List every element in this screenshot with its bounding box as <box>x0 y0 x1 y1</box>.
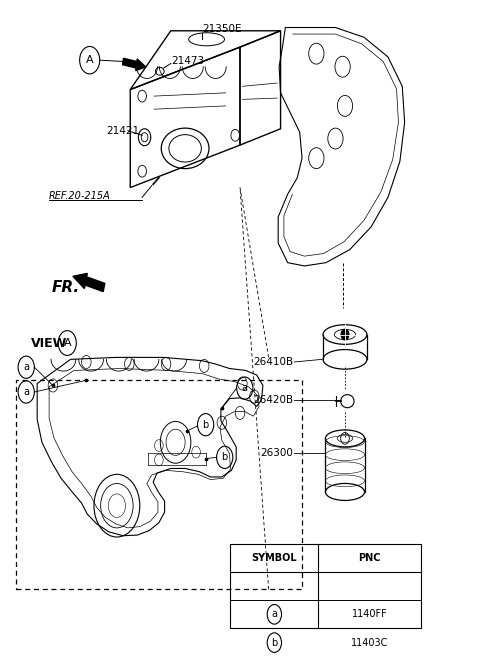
Text: a: a <box>271 609 277 619</box>
Text: FR.: FR. <box>51 280 80 295</box>
FancyArrow shape <box>123 58 146 71</box>
FancyArrow shape <box>73 274 105 292</box>
Text: 26420B: 26420B <box>253 395 293 405</box>
Text: a: a <box>23 387 29 397</box>
Text: PNC: PNC <box>359 553 381 563</box>
Text: 11403C: 11403C <box>351 638 388 647</box>
Text: b: b <box>222 453 228 462</box>
Text: 26410B: 26410B <box>253 357 293 367</box>
Text: 21421: 21421 <box>107 126 140 136</box>
Text: REF.20-215A: REF.20-215A <box>49 191 111 201</box>
Text: b: b <box>203 420 209 430</box>
Circle shape <box>341 329 349 340</box>
Text: A: A <box>63 338 71 348</box>
Ellipse shape <box>156 68 164 75</box>
Text: 21350E: 21350E <box>202 24 241 34</box>
Text: VIEW: VIEW <box>31 337 67 350</box>
Text: b: b <box>271 638 277 647</box>
Text: 1140FF: 1140FF <box>352 609 388 619</box>
Bar <box>230 544 421 628</box>
Text: 26300: 26300 <box>261 449 293 459</box>
Text: a: a <box>242 383 248 393</box>
Text: SYMBOL: SYMBOL <box>252 553 297 563</box>
Text: a: a <box>23 362 29 372</box>
Text: 21473: 21473 <box>171 56 204 66</box>
Text: A: A <box>86 55 94 65</box>
